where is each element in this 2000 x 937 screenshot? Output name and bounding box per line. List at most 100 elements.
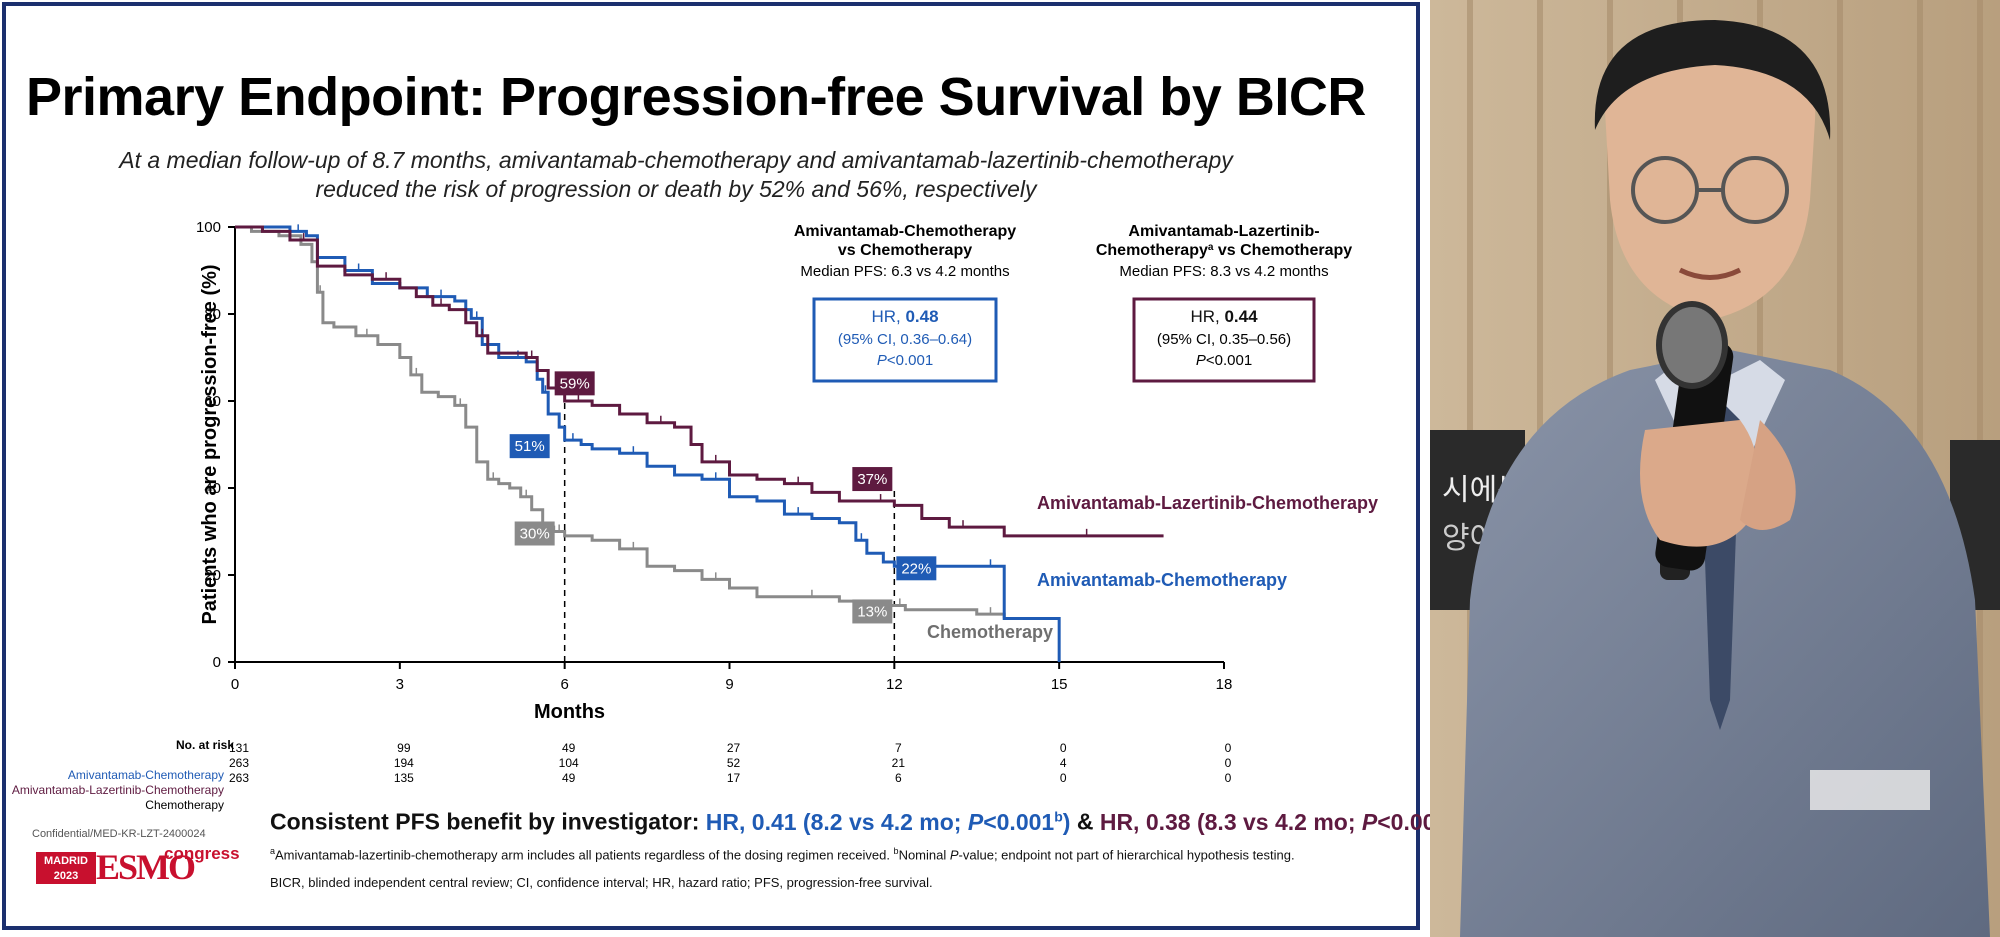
- subtitle-line-1: At a median follow-up of 8.7 months, ami…: [119, 147, 1233, 173]
- investigator-summary: Consistent PFS benefit by investigator: …: [270, 808, 1464, 836]
- footnote-1-sup2: b: [893, 846, 899, 856]
- risk-cell: 49: [561, 741, 576, 755]
- logo-esmo: ESMO: [96, 847, 196, 887]
- confidential-code: Confidential/MED-KR-LZT-2400024: [32, 828, 206, 840]
- summary-ami-chemo-p: P: [967, 808, 984, 835]
- footnote-1-text3: -value; endpoint not part of hierarchica…: [958, 847, 1295, 863]
- risk-cell: 4: [1059, 756, 1067, 770]
- box1-p-italic: P: [877, 352, 887, 369]
- risk-cell: 104: [558, 756, 579, 770]
- box2-ci: (95% CI, 0.35–0.56): [1157, 331, 1291, 348]
- box2-p: P<0.001: [1196, 352, 1252, 369]
- annotation-box-ami_laz: [852, 467, 893, 492]
- risk-row-label: Amivantamab-Lazertinib-Chemotherapy: [11, 783, 224, 797]
- summary-ami-chemo-hr: HR, 0.41 (8.2 vs 4.2 mo;: [705, 808, 968, 835]
- annotation-label: 22%: [901, 560, 931, 577]
- box2-title-1: Amivantamab-Lazertinib-: [1128, 223, 1319, 240]
- x-axis-title: Months: [534, 701, 605, 723]
- box2-median: Median PFS: 8.3 vs 4.2 months: [1119, 263, 1328, 280]
- annotation-label: 13%: [857, 603, 887, 620]
- x-tick-label: 9: [725, 676, 733, 693]
- box2-title-2b: vs Chemotherapy: [1213, 242, 1352, 259]
- summary-ami-chemo-p-value: <0.001: [983, 808, 1055, 835]
- box2-hr: HR, 0.44: [1190, 307, 1258, 326]
- logo-congress: congress: [164, 844, 240, 863]
- pfs-chart: 0 3 6 9 12 15 18 0 20 40 60 80 100 Months Patients who…: [196, 219, 1378, 723]
- summary-ami-chemo-sup: b: [1054, 808, 1063, 824]
- risk-row-label: Chemotherapy: [145, 798, 224, 812]
- slide: Primary Endpoint: Progression-free Survi…: [2, 2, 1464, 930]
- box1-p: P<0.001: [877, 352, 933, 369]
- risk-cell: 131: [228, 741, 250, 755]
- annotation-label: 30%: [520, 526, 550, 543]
- box2-title-2a: Chemotherapy: [1096, 242, 1208, 259]
- risk-cell: 263: [228, 771, 250, 785]
- x-tick-label: 3: [396, 676, 404, 693]
- risk-cell: 49: [561, 771, 576, 785]
- annotation-label: 59%: [560, 375, 590, 392]
- logo-madrid: MADRID: [44, 855, 88, 867]
- risk-cell: 0: [1059, 741, 1067, 755]
- y-tick-label: 0: [213, 654, 221, 671]
- curve-label-chemo: Chemotherapy: [927, 622, 1053, 642]
- box1-hr-label: HR,: [871, 307, 905, 326]
- y-tick-label: 40: [204, 480, 221, 497]
- page-title: Primary Endpoint: Progression-free Survi…: [26, 67, 1366, 127]
- series-line-chemo: [235, 225, 1006, 619]
- curve-label-ami-chemo: Amivantamab-Chemotherapy: [1037, 570, 1287, 590]
- risk-cell: 0: [1224, 741, 1232, 755]
- annotation-box-chemo: [514, 521, 555, 546]
- risk-cell: 27: [726, 741, 741, 755]
- x-tick-label: 15: [1051, 676, 1068, 693]
- box2-hr-label: HR,: [1190, 307, 1224, 326]
- x-tick-label: 6: [560, 676, 568, 693]
- risk-cell: 0: [1224, 771, 1232, 785]
- y-tick-label: 100: [196, 219, 221, 236]
- annotation-box-ami_chemo: [509, 434, 550, 459]
- risk-cell: 21: [891, 756, 905, 770]
- x-tick-label: 12: [886, 676, 903, 693]
- risk-cell: 263: [228, 756, 250, 770]
- summary-ami-chemo: HR, 0.41 (8.2 vs 4.2 mo; P<0.001b): [705, 808, 1071, 835]
- box1-frame: [812, 297, 998, 383]
- box1-median: Median PFS: 6.3 vs 4.2 months: [800, 263, 1009, 280]
- box2-title-2-sup: a: [1208, 242, 1214, 253]
- summary-prefix: Consistent PFS benefit by investigator:: [270, 808, 706, 835]
- annotation-box-ami_chemo: [896, 556, 937, 581]
- footnote-1-sup: a: [270, 846, 276, 856]
- esmo-logo: MADRID 2023 ESMO congress: [36, 844, 241, 888]
- speaker-photo: 시에는 양아주시: [1430, 0, 2000, 937]
- box2-frame: [1132, 297, 1316, 383]
- risk-cell: 17: [726, 771, 741, 785]
- box1-ci: (95% CI, 0.36–0.64): [838, 331, 972, 348]
- risk-cell: 6: [894, 771, 902, 785]
- annotation-box-ami_laz: [554, 371, 595, 396]
- footnote-1-p: P: [949, 847, 959, 863]
- curve-label-ami-laz: Amivantamab-Lazertinib-Chemotherapy: [1037, 493, 1378, 513]
- risk-cell: 99: [397, 741, 411, 755]
- risk-cell: 7: [894, 741, 902, 755]
- risk-table-header: No. at risk: [176, 738, 235, 752]
- summary-ami-laz-p: P: [1361, 808, 1378, 835]
- series-line-ami_chemo: [235, 225, 1061, 662]
- footnote-2: BICR, blinded independent central review…: [270, 875, 933, 890]
- box1-hr-value: 0.48: [905, 307, 938, 326]
- annotation-label: 37%: [857, 471, 887, 488]
- summary-ami-chemo-close: ): [1062, 808, 1071, 835]
- annotation-label: 51%: [515, 438, 545, 455]
- y-tick-label: 60: [204, 393, 221, 410]
- summary-ami-laz-hr: HR, 0.38 (8.3 vs 4.2 mo;: [1099, 808, 1362, 835]
- annotation-box-chemo: [852, 599, 893, 624]
- x-tick-label: 0: [231, 676, 239, 693]
- box1-p-value: <0.001: [887, 352, 933, 369]
- box2-hr-value: 0.44: [1224, 307, 1258, 326]
- box1-hr: HR, 0.48: [871, 307, 938, 326]
- risk-cell: 135: [393, 771, 414, 785]
- box1-title-1: Amivantamab-Chemotherapy: [794, 223, 1016, 240]
- y-tick-label: 80: [204, 306, 221, 323]
- footnote-1: aAmivantamab-lazertinib-chemotherapy arm…: [270, 846, 1295, 862]
- y-axis-title: Patients who are progression-free (%): [199, 264, 221, 624]
- x-tick-label: 18: [1216, 676, 1233, 693]
- risk-cell: 0: [1059, 771, 1067, 785]
- footnote-1-text2: Nominal: [898, 847, 950, 863]
